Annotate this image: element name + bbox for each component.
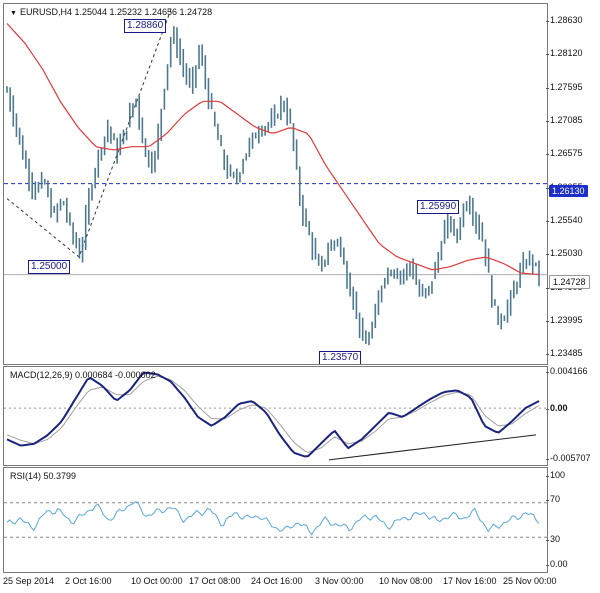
blue-level-price-label: 1.26130 — [549, 185, 588, 197]
macd-indicator-pane[interactable]: MACD(12,26,9) 0.000684 -0.000002 — [3, 366, 548, 466]
chart-symbol-header: ▼ EURUSD,H4 1.25044 1.25232 1.24656 1.247… — [10, 7, 212, 17]
price-tick: 1.25540 — [546, 214, 583, 225]
time-axis-label: 25 Sep 2014 — [3, 576, 55, 586]
time-axis-label: 17 Nov 16:00 — [443, 576, 497, 586]
macd-header: MACD(12,26,9) 0.000684 -0.000002 — [10, 370, 156, 380]
price-chart-pane[interactable]: ▼ EURUSD,H4 1.25044 1.25232 1.24656 1.247… — [3, 3, 548, 365]
price-axis[interactable]: 1.286301.281201.275951.270851.265751.260… — [546, 3, 600, 363]
current-price-label: 1.24728 — [549, 275, 590, 289]
macd-chart-svg — [4, 371, 547, 461]
rsi-tick-30: 30 — [545, 534, 561, 544]
macd-divergence-trendline — [328, 434, 537, 461]
collapse-triangle-icon[interactable]: ▼ — [10, 10, 17, 17]
annotation-nov-low[interactable]: 1.23570 — [319, 351, 362, 364]
time-axis-label: 24 Oct 16:00 — [251, 576, 303, 586]
time-axis-label: 10 Nov 08:00 — [379, 576, 433, 586]
price-tick: 1.27085 — [546, 114, 583, 125]
rsi-tick-70: 70 — [545, 494, 561, 504]
rsi-chart-svg — [4, 501, 547, 538]
price-tick: 1.23485 — [546, 348, 583, 359]
macd-signal-line — [6, 375, 540, 453]
price-tick: 1.27595 — [546, 81, 583, 92]
price-tick: 1.23995 — [546, 315, 583, 326]
time-axis-label: 25 Nov 00:00 — [503, 576, 557, 586]
macd-axis[interactable]: 0.004166 0.00 -0.005707 — [546, 366, 600, 464]
rsi-line — [6, 501, 540, 536]
rsi-tick-0: 0.00 — [546, 559, 568, 569]
rsi-tick-100: 100 — [545, 470, 566, 480]
price-tick: 1.26575 — [546, 147, 583, 158]
time-axis-label: 3 Nov 00:00 — [315, 576, 364, 586]
rsi-indicator-pane[interactable]: RSI(14) 50.3799 — [3, 467, 548, 573]
rsi-header: RSI(14) 50.3799 — [10, 471, 77, 481]
moving-average-line — [6, 23, 540, 276]
macd-main-line — [6, 371, 540, 458]
price-tick: 1.28630 — [546, 14, 583, 25]
time-axis-label: 17 Oct 08:00 — [189, 576, 241, 586]
time-axis[interactable]: 25 Sep 2014 2 Oct 16:00 10 Oct 00:00 17 Oct… — [3, 573, 557, 591]
time-axis-label: 2 Oct 16:00 — [65, 576, 112, 586]
macd-tick-bottom: -0.005707 — [546, 453, 591, 463]
price-chart-svg — [4, 6, 547, 346]
annotation-high[interactable]: 1.28860 — [124, 19, 167, 33]
annotation-low-oct[interactable]: 1.25000 — [28, 260, 71, 274]
price-tick: 1.28120 — [546, 47, 583, 58]
time-axis-label: 10 Oct 00:00 — [131, 576, 183, 586]
rsi-axis[interactable]: 100 70 30 0.00 — [545, 467, 600, 571]
macd-tick-zero: 0.00 — [546, 403, 568, 413]
symbol-ohlc-text: EURUSD,H4 1.25044 1.25232 1.24656 1.2472… — [19, 7, 213, 17]
price-tick: 1.25030 — [546, 248, 583, 259]
macd-tick-top: 0.004166 — [546, 366, 588, 376]
annotation-nov-high[interactable]: 1.25990 — [417, 200, 460, 214]
